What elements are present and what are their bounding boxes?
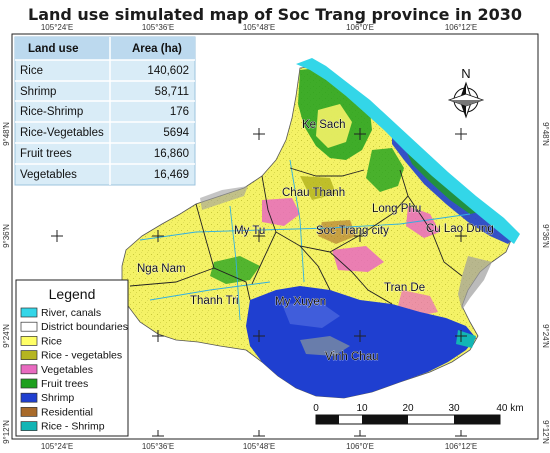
- mixed-patch-vinhchau: [300, 336, 350, 356]
- scale-bar: 0 10 20 30 40 km: [313, 403, 524, 425]
- area-table-header-area: Area (ha): [132, 43, 182, 55]
- legend-label-rice: Rice: [41, 335, 62, 347]
- coord-right-3: 9°24'N: [541, 324, 550, 348]
- coord-top-3: 105°48'E: [243, 23, 275, 32]
- legend-swatch-vegetables: [20, 364, 38, 375]
- coastal-margin-north: [200, 186, 248, 210]
- area-table-row-vegetables-name: Vegetables: [20, 169, 77, 181]
- area-table: Land use Area (ha) Rice 140,602 Shrimp 5…: [14, 36, 196, 186]
- area-table-header-landuse: Land use: [28, 43, 78, 55]
- vegetables-area-3: [406, 206, 440, 238]
- scale-bar-segment-3: [454, 415, 500, 424]
- canal-network: [139, 159, 471, 321]
- place-label-ke-sach: Ke Sach: [302, 119, 345, 131]
- fruit-trees-area-west: [210, 256, 260, 284]
- area-table-row-shrimp-area: 58,711: [155, 86, 189, 98]
- legend-label-district-boundaries: District boundaries: [41, 321, 128, 333]
- north-arrow-label: N: [461, 66, 470, 81]
- legend-label-rice-vegetables: Rice - vegetables: [41, 350, 122, 362]
- coord-right-4: 9°12'N: [541, 420, 550, 444]
- area-table-row-fruit-trees-area: 16,860: [154, 148, 189, 160]
- place-label-tran-de: Tran De: [384, 282, 425, 294]
- coordinate-labels: 105°24'E 105°36'E 105°48'E 106°0'E 106°1…: [2, 23, 550, 451]
- coord-top-1: 105°24'E: [41, 23, 73, 32]
- scale-tick-0: 0: [313, 403, 319, 414]
- area-table-row-lines: [15, 59, 195, 165]
- coord-left-4: 9°12'N: [2, 420, 11, 444]
- scale-tick-10: 10: [356, 403, 368, 414]
- legend-swatch-river-canals: [20, 307, 38, 318]
- coord-bottom-4: 106°0'E: [346, 442, 374, 451]
- area-table-row-rice-shrimp-name: Rice-Shrimp: [20, 106, 83, 118]
- area-table-row-fruit-trees-name: Fruit trees: [20, 148, 72, 160]
- coord-bottom-5: 106°12'E: [445, 442, 477, 451]
- area-table-row-rice-name: Rice: [20, 65, 43, 77]
- scale-tick-40: 40 km: [496, 403, 523, 414]
- district-boundaries: [129, 167, 463, 305]
- river-hau: [296, 58, 520, 244]
- scale-tick-20: 20: [402, 403, 414, 414]
- place-label-my-xuyen: My Xuyen: [275, 296, 326, 308]
- legend-swatch-rice: [20, 336, 38, 346]
- legend-label-fruit-trees: Fruit trees: [41, 378, 88, 390]
- place-label-long-phu: Long Phu: [372, 203, 421, 215]
- coord-top-4: 106°0'E: [346, 23, 374, 32]
- area-table-row-vegetables-area: 16,469: [154, 169, 189, 181]
- legend-swatch-fruit-trees: [20, 378, 38, 389]
- rice-vegetables-area: [300, 176, 336, 200]
- coord-top-5: 106°12'E: [445, 23, 477, 32]
- legend-label-vegetables: Vegetables: [41, 364, 93, 376]
- scale-bar-segment-1: [316, 415, 339, 424]
- legend-swatch-rice-vegetables: [20, 350, 38, 360]
- area-table-row-rice-vegetables-name: Rice-Vegetables: [20, 127, 104, 139]
- place-label-nga-nam: Nga Nam: [137, 263, 186, 275]
- legend-label-shrimp: Shrimp: [41, 392, 74, 404]
- legend-swatch-district-boundaries: [20, 321, 38, 332]
- legend-swatch-residential: [20, 407, 38, 417]
- legend-title: Legend: [49, 286, 96, 302]
- map-title: Land use simulated map of Soc Trang prov…: [28, 5, 522, 24]
- fruit-trees-area-east: [366, 148, 404, 192]
- area-table-row-shrimp-name: Shrimp: [20, 86, 56, 98]
- legend-items: River, canals District boundaries Rice Rice…: [20, 307, 128, 433]
- legend-swatch-shrimp: [20, 392, 38, 403]
- coord-right-1: 9°48'N: [541, 122, 550, 146]
- area-table-row-rice-area: 140,602: [147, 65, 189, 77]
- coord-left-2: 9°36'N: [2, 224, 11, 248]
- place-label-soc-trang-city: Soc Trang city: [316, 225, 389, 237]
- coord-bottom-3: 105°48'E: [243, 442, 275, 451]
- place-label-cu-lao-dung: Cu Lao Dung: [426, 223, 494, 235]
- shrimp-area-inner: [282, 302, 340, 328]
- north-arrow: N: [447, 66, 485, 119]
- legend-label-rice-shrimp: Rice - Shrimp: [41, 421, 105, 433]
- place-label-chau-thanh: Chau Thanh: [282, 187, 345, 199]
- place-label-vinh-chau: Vinh Chau: [325, 351, 379, 363]
- scale-bar-segment-2: [362, 415, 408, 424]
- legend-swatch-rice-shrimp: [20, 421, 38, 431]
- coord-bottom-2: 105°36'E: [142, 442, 174, 451]
- scale-tick-30: 30: [448, 403, 460, 414]
- area-table-row-rice-vegetables-area: 5694: [163, 127, 189, 139]
- coastal-margin-east: [458, 256, 492, 310]
- legend-label-residential: Residential: [41, 406, 93, 418]
- north-arrow-icon: [447, 81, 485, 119]
- coord-bottom-1: 105°24'E: [41, 442, 73, 451]
- area-table-background: [14, 36, 196, 186]
- coord-right-2: 9°36'N: [541, 224, 550, 248]
- province-map: [121, 58, 520, 399]
- place-labels: Ke Sach Chau Thanh Long Phu My Tu Soc Tr…: [137, 119, 494, 364]
- residential-area-city: [318, 220, 356, 244]
- place-label-my-tu: My Tu: [234, 225, 265, 237]
- coord-left-3: 9°24'N: [2, 324, 11, 348]
- place-label-thanh-tri: Thanh Tri: [190, 295, 239, 307]
- area-table-row-rice-shrimp-area: 176: [170, 106, 189, 118]
- rice-patch-kesach: [316, 104, 352, 148]
- coord-left-1: 9°48'N: [2, 122, 11, 146]
- coord-top-2: 105°36'E: [142, 23, 174, 32]
- legend-label-river-canals: River, canals: [41, 307, 101, 319]
- area-table-header-row: [15, 37, 195, 60]
